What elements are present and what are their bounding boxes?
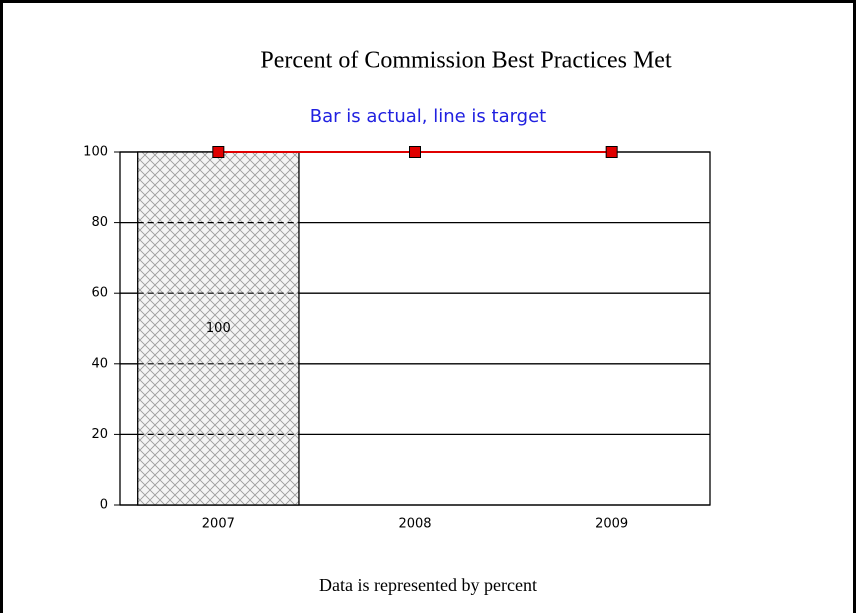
target-marker <box>605 146 618 158</box>
bar <box>137 151 300 506</box>
x-tick-label: 2007 <box>202 517 235 532</box>
x-tick-label: 2009 <box>595 517 628 532</box>
chart-subtitle: Bar is actual, line is target <box>310 106 547 127</box>
y-tick-label: 40 <box>91 356 108 371</box>
y-tick-label: 100 <box>83 145 108 160</box>
target-marker <box>409 146 421 158</box>
data-label: 100 <box>206 321 231 336</box>
chart-footer: Data is represented by percent <box>319 575 537 595</box>
x-tick-label: 2008 <box>398 517 431 532</box>
y-tick-label: 20 <box>91 427 108 442</box>
chart-title: Percent of Commission Best Practices Met <box>260 48 672 74</box>
y-tick-label: 0 <box>100 498 108 513</box>
target-marker <box>212 146 225 158</box>
y-tick-label: 80 <box>91 215 108 230</box>
y-tick-label: 60 <box>91 286 108 301</box>
